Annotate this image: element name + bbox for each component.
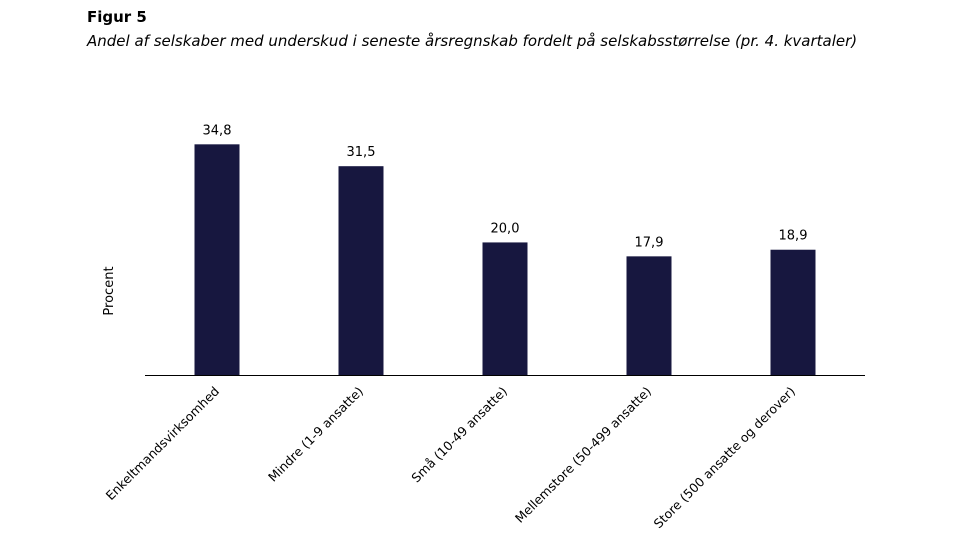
figure-caption: Andel af selskaber med underskud i senes…	[87, 32, 858, 50]
bar-value-label: 20,0	[491, 221, 520, 236]
x-tick-label: Små (10-49 ansatte)	[408, 384, 510, 486]
x-tick-label: Store (500 ansatte og derover)	[651, 384, 799, 532]
x-tick-label: Enkeltmandsvirksomhed	[103, 384, 223, 504]
value-labels-group: 34,8 31,5 20,0 17,9 18,9	[203, 123, 808, 250]
bar	[626, 256, 672, 375]
bar-value-label: 18,9	[779, 229, 808, 244]
bar	[194, 144, 240, 375]
bars-group	[194, 144, 816, 375]
y-axis-title: Procent	[102, 266, 117, 315]
bar	[770, 249, 816, 375]
x-tick-label: Mindre (1-9 ansatte)	[265, 384, 366, 485]
bar-value-label: 31,5	[347, 145, 376, 160]
bar	[338, 166, 384, 375]
bar-value-label: 34,8	[203, 123, 232, 138]
x-tick-label: Mellemstore (50-499 ansatte)	[512, 384, 654, 526]
bar	[482, 242, 528, 375]
figure-heading: Figur 5	[87, 8, 147, 26]
tick-labels-group: Enkeltmandsvirksomhed Mindre (1-9 ansatte…	[103, 384, 799, 532]
bar-value-label: 17,9	[635, 235, 664, 250]
